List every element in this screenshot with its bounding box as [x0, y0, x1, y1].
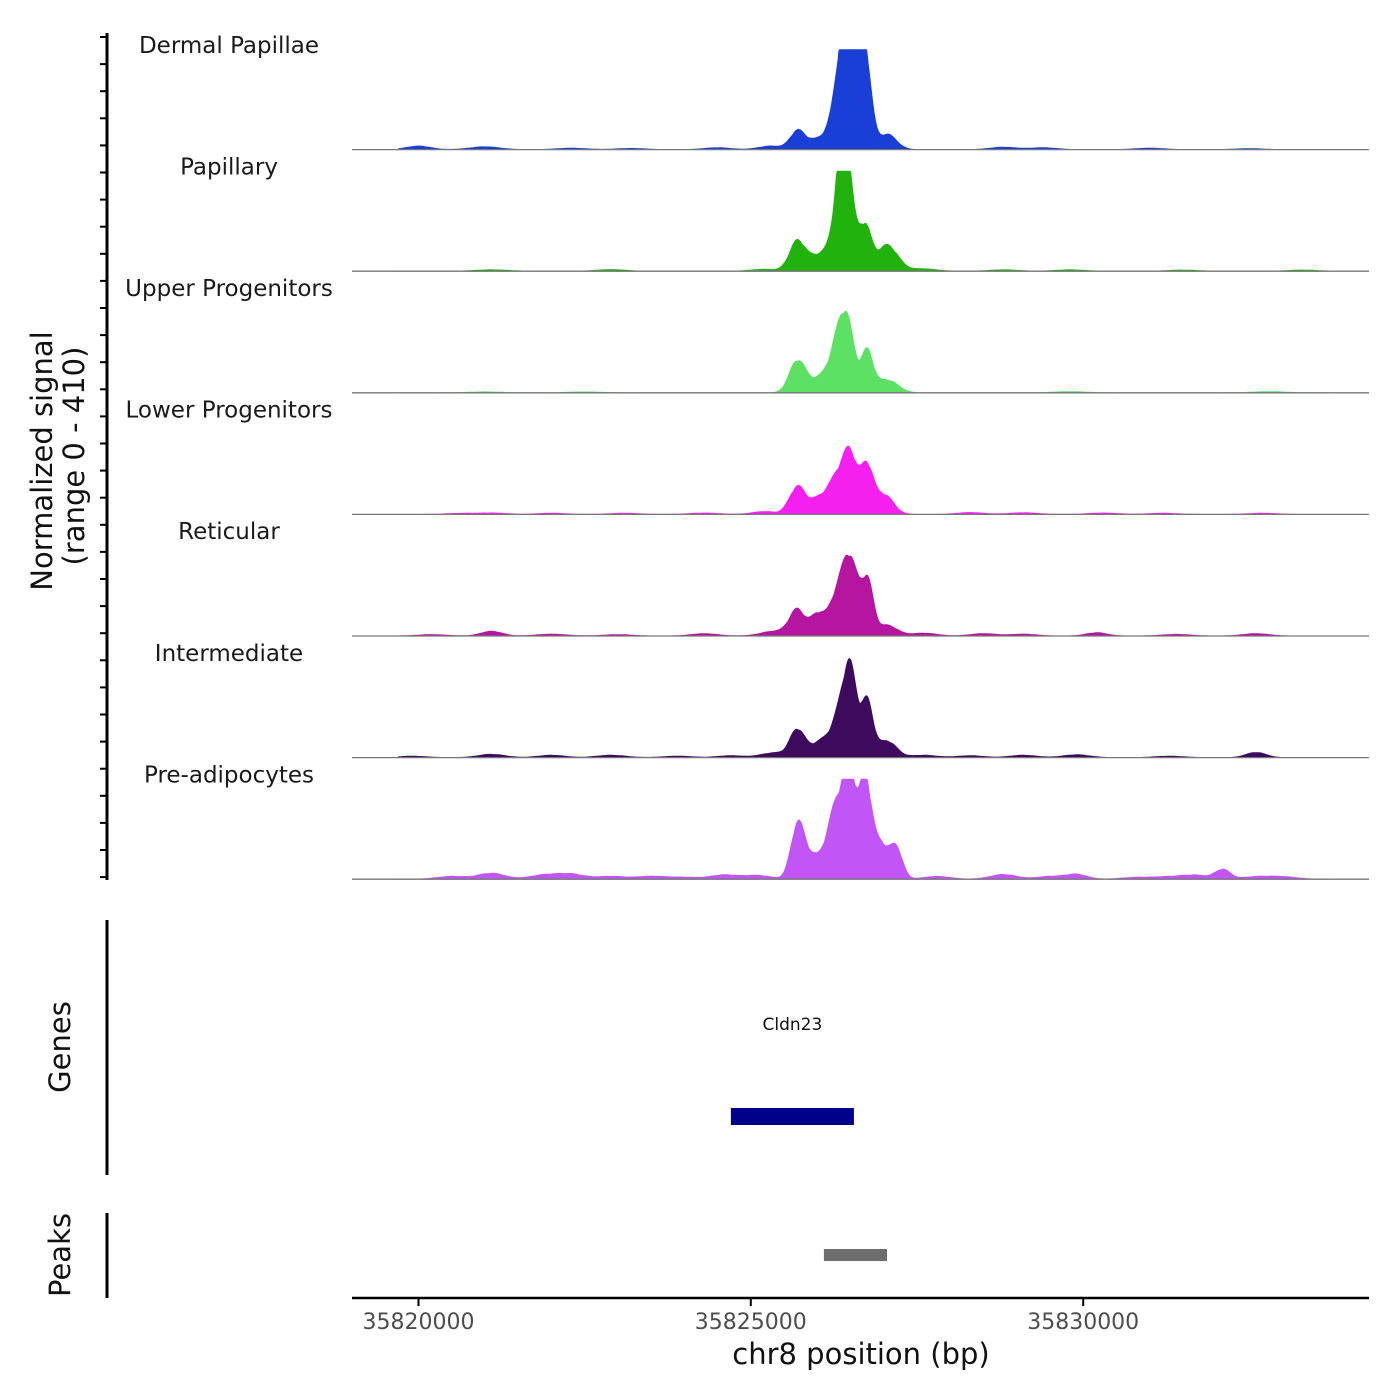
genes-panel: Genes Cldn23 [43, 920, 854, 1175]
coverage-area [398, 49, 1330, 150]
coverage-area [398, 658, 1330, 758]
x-tick-label: 35830000 [1027, 1310, 1139, 1335]
track-pre-adipocytes: Pre-adipocytes [144, 762, 1369, 880]
y-axis-label-line1: Normalized signal [25, 331, 59, 590]
track-label: Dermal Papillae [139, 33, 319, 59]
track-upper-progenitors: Upper Progenitors [125, 276, 1369, 394]
gene-label: Cldn23 [763, 1015, 823, 1035]
coverage-tracks: Dermal Papillae Papillary Upper Progenitor… [125, 33, 1369, 880]
coverage-area [398, 554, 1330, 637]
coverage-area [398, 310, 1330, 394]
x-axis-ticks: 35820000 35825000 35830000 [363, 1298, 1139, 1335]
genes-panel-label: Genes [43, 1001, 77, 1093]
coverage-area [398, 170, 1330, 272]
x-tick-label: 35825000 [695, 1310, 807, 1335]
x-tick-label: 35820000 [363, 1310, 475, 1335]
gene-features: Cldn23 [730, 1015, 854, 1125]
track-lower-progenitors: Lower Progenitors [126, 398, 1369, 516]
track-label: Upper Progenitors [125, 276, 333, 302]
track-intermediate: Intermediate [155, 641, 1369, 759]
track-label: Pre-adipocytes [144, 762, 314, 788]
y-axis-title: Normalized signal (range 0 - 410) [25, 331, 91, 590]
coverage-area [398, 445, 1330, 515]
track-label: Intermediate [155, 641, 303, 667]
gene-body [730, 1108, 854, 1125]
peaks-panel: Peaks [43, 1213, 887, 1298]
track-label: Lower Progenitors [126, 398, 333, 424]
peak-region [823, 1249, 887, 1261]
track-reticular: Reticular [178, 519, 1369, 637]
track-label: Reticular [178, 519, 280, 545]
track-papillary: Papillary [180, 154, 1369, 272]
peak-features [823, 1249, 887, 1261]
x-axis-title: chr8 position (bp) [732, 1337, 989, 1371]
peaks-panel-label: Peaks [43, 1213, 77, 1297]
x-axis: 35820000 35825000 35830000 chr8 position (… [352, 1296, 1369, 1371]
coverage-y-axis [100, 33, 109, 880]
y-axis-label-line2: (range 0 - 410) [57, 347, 91, 566]
track-dermal-papillae: Dermal Papillae [139, 33, 1369, 151]
gene-cldn23: Cldn23 [730, 1015, 854, 1125]
track-label: Papillary [180, 154, 278, 180]
coverage-area [398, 778, 1330, 880]
